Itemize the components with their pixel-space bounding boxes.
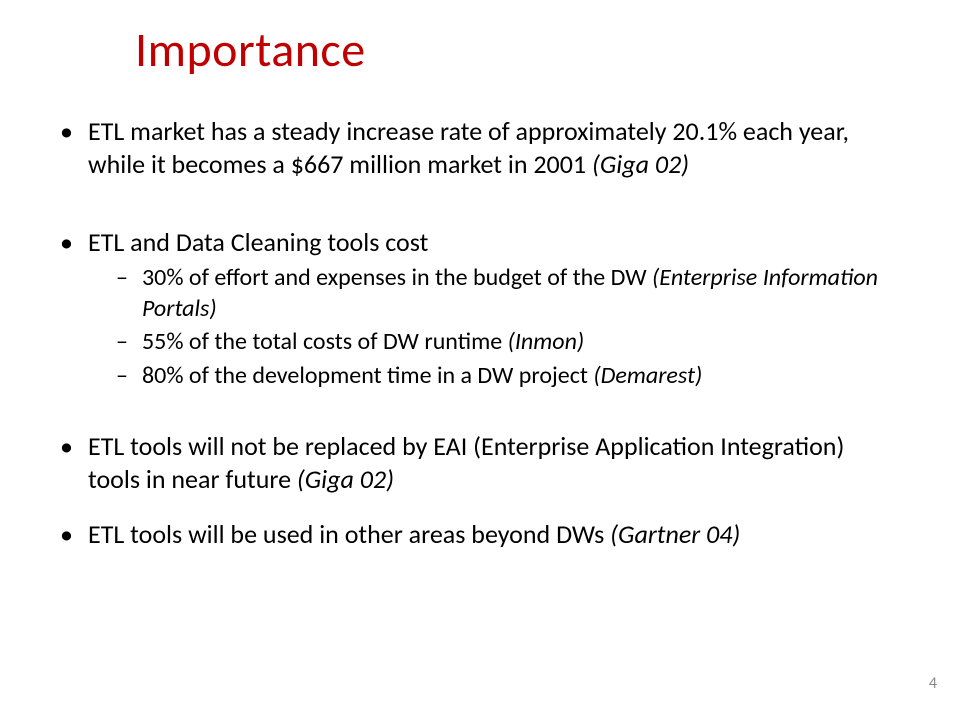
sub-bullet-text: 55% of the total costs of DW runtime xyxy=(142,327,508,356)
bullet-citation: (Giga 02) xyxy=(297,463,394,495)
bullet-text: ETL market has a steady increase rate of… xyxy=(88,115,849,180)
bullet-item: ETL tools will not be replaced by EAI (E… xyxy=(60,430,899,497)
sub-bullet-citation: (Inmon) xyxy=(508,327,585,356)
slide-body: ETL market has a steady increase rate of… xyxy=(60,115,899,551)
bullet-citation: (Gartner 04) xyxy=(610,518,740,550)
bullet-list: ETL market has a steady increase rate of… xyxy=(60,115,899,551)
page-number: 4 xyxy=(929,674,937,693)
bullet-text: ETL tools will not be replaced by EAI (E… xyxy=(88,430,844,495)
sub-bullet-item: 30% of effort and expenses in the budget… xyxy=(88,263,899,324)
slide: Importance ETL market has a steady incre… xyxy=(0,0,959,707)
sub-bullet-text: 80% of the development time in a DW proj… xyxy=(142,361,593,390)
sub-bullet-list: 30% of effort and expenses in the budget… xyxy=(88,263,899,392)
sub-bullet-text: 30% of effort and expenses in the budget… xyxy=(142,263,652,292)
bullet-text: ETL and Data Cleaning tools cost xyxy=(88,226,428,258)
bullet-item: ETL and Data Cleaning tools cost 30% of … xyxy=(60,226,899,392)
bullet-citation: (Giga 02) xyxy=(592,148,689,180)
sub-bullet-citation: (Demarest) xyxy=(593,361,702,390)
bullet-item: ETL tools will be used in other areas be… xyxy=(60,518,899,551)
bullet-text: ETL tools will be used in other areas be… xyxy=(88,518,610,550)
slide-title: Importance xyxy=(135,20,899,79)
sub-bullet-item: 55% of the total costs of DW runtime (In… xyxy=(88,327,899,358)
sub-bullet-item: 80% of the development time in a DW proj… xyxy=(88,361,899,392)
bullet-item: ETL market has a steady increase rate of… xyxy=(60,115,899,198)
